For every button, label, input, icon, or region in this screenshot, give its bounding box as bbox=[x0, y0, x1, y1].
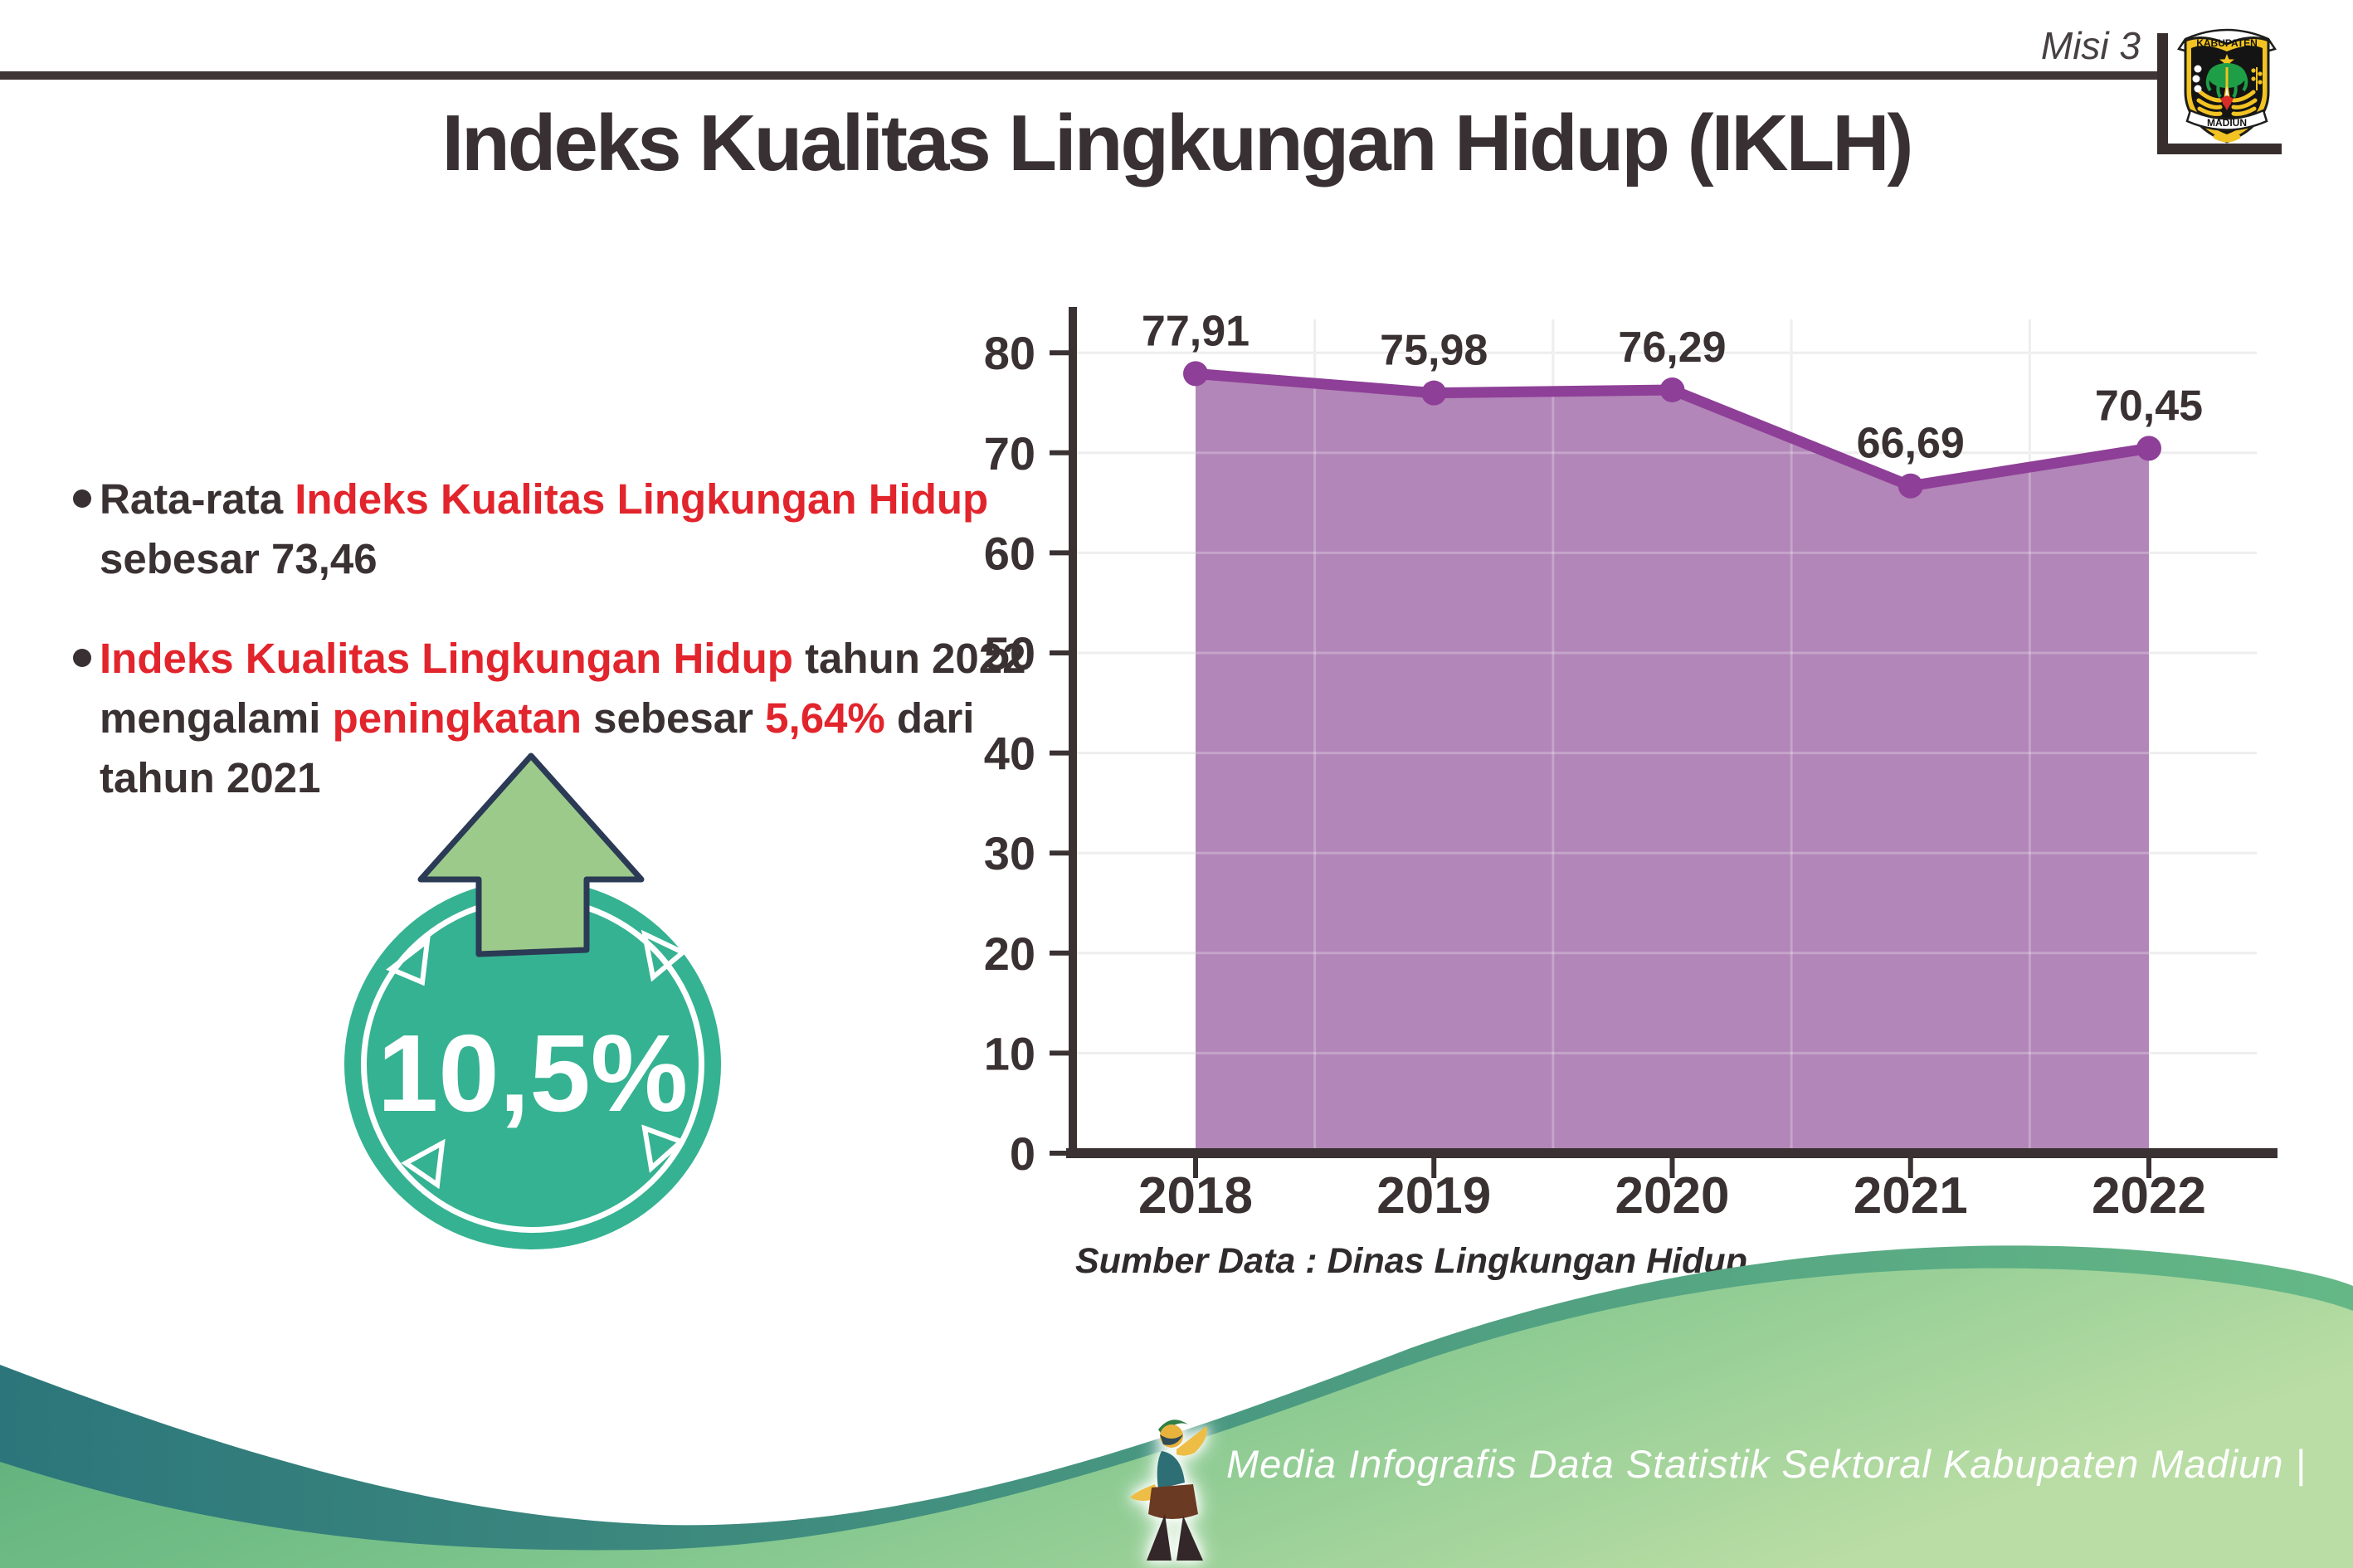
badge-sparkle-triangles bbox=[386, 929, 688, 1190]
data-point bbox=[2136, 436, 2161, 461]
text-segment: Indeks Kualitas Lingkungan Hidup bbox=[295, 475, 989, 523]
y-tick-label: 50 bbox=[984, 627, 1035, 679]
logo-bracket-horizontal bbox=[2157, 144, 2282, 154]
iklh-area-chart: 0 10 20 30 40 50 60 70 80 2018 77,91 2019 75,98 2020 7… bbox=[984, 307, 2277, 1225]
logo-cotton-1 bbox=[2194, 65, 2202, 73]
increase-badge: 10,5% bbox=[344, 879, 721, 1249]
x-tick-label: 2020 bbox=[1615, 1167, 1730, 1225]
bullet-line: Rata-rata Indeks Kualitas Lingkungan Hid… bbox=[100, 470, 988, 529]
misi-label: Misi 3 bbox=[2040, 24, 2141, 67]
logo-top-text: KABUPATEN bbox=[2196, 37, 2258, 49]
logo-wing-right bbox=[2231, 90, 2258, 116]
logo-banner-bottom bbox=[2185, 109, 2268, 131]
logo-bottom-text: MADIUN bbox=[2207, 117, 2247, 129]
text-segment: Rata-rata bbox=[100, 475, 295, 523]
chart-source-note: Sumber Data : Dinas Lingkungan Hidup bbox=[1075, 1241, 1747, 1281]
y-tick-label: 40 bbox=[984, 728, 1035, 780]
bullet-iklh-increase: Indeks Kualitas Lingkungan Hidup tahun 2… bbox=[73, 629, 1026, 808]
logo-star bbox=[2219, 54, 2234, 68]
logo-bracket-vertical bbox=[2157, 33, 2168, 154]
data-point bbox=[1421, 380, 1447, 406]
dancer-mascot-icon bbox=[1130, 1419, 1207, 1561]
text-segment: 5,64% bbox=[765, 694, 885, 742]
header-rule bbox=[0, 71, 2157, 80]
logo-base-wings bbox=[2213, 134, 2241, 143]
kabupaten-madiun-logo: KABUPATEN MADIUN bbox=[2177, 28, 2277, 144]
bullet-line: Indeks Kualitas Lingkungan Hidup tahun 2… bbox=[100, 629, 1026, 689]
bullet-dot bbox=[73, 649, 91, 667]
y-tick-label: 60 bbox=[984, 527, 1035, 579]
text-segment: dari bbox=[884, 694, 975, 742]
wave-background bbox=[0, 1245, 2353, 1568]
data-label: 66,69 bbox=[1857, 420, 1965, 468]
y-tick-label: 70 bbox=[984, 427, 1035, 480]
bullet-line: mengalami peningkatan sebesar 5,64% dari bbox=[100, 689, 1026, 748]
text-segment: tahun 2022 bbox=[792, 635, 1026, 682]
logo-wing-left bbox=[2196, 90, 2223, 116]
data-label: 70,45 bbox=[2095, 382, 2203, 430]
text-segment: mengalami bbox=[100, 694, 333, 742]
increase-percentage: 10,5% bbox=[377, 1012, 689, 1134]
x-tick-label: 2021 bbox=[1854, 1167, 1968, 1225]
page-title: Indeks Kualitas Lingkungan Hidup (IKLH) bbox=[441, 99, 1913, 187]
y-tick-label: 0 bbox=[1010, 1127, 1035, 1180]
data-point bbox=[1659, 377, 1685, 402]
up-arrow-icon bbox=[417, 752, 645, 957]
data-label: 76,29 bbox=[1618, 324, 1726, 372]
bullet-line: sebesar 73,46 bbox=[100, 529, 988, 589]
x-tick-label: 2018 bbox=[1138, 1167, 1253, 1225]
y-tick-label: 80 bbox=[984, 327, 1035, 379]
text-segment: tahun 2021 bbox=[100, 754, 321, 801]
data-label: 77,91 bbox=[1142, 307, 1250, 355]
logo-cotton-2 bbox=[2192, 75, 2200, 83]
logo-red-ribbon bbox=[2220, 95, 2234, 110]
bullet-dot bbox=[73, 489, 91, 508]
footer-credit: Media Infografis Data Statistik Sektoral… bbox=[1226, 1442, 2307, 1486]
data-point bbox=[1183, 361, 1208, 387]
logo-cotton-3 bbox=[2194, 85, 2202, 93]
y-tick-label: 30 bbox=[984, 827, 1035, 879]
y-tick-label: 20 bbox=[984, 928, 1035, 980]
area-fill bbox=[1196, 373, 2149, 1153]
wave-green bbox=[0, 1268, 2353, 1568]
logo-tree-fronds bbox=[2205, 73, 2248, 99]
text-segment: Indeks Kualitas Lingkungan Hidup bbox=[100, 635, 793, 682]
bullet-average-iklh: Rata-rata Indeks Kualitas Lingkungan Hid… bbox=[73, 470, 988, 589]
x-tick-label: 2022 bbox=[2092, 1167, 2206, 1225]
data-point bbox=[1898, 473, 1923, 499]
y-tick-label: 10 bbox=[984, 1027, 1035, 1079]
text-segment: sebesar 73,46 bbox=[100, 535, 378, 582]
text-segment: peningkatan bbox=[332, 694, 582, 742]
data-label: 75,98 bbox=[1380, 327, 1488, 375]
x-tick-label: 2019 bbox=[1376, 1167, 1491, 1225]
bullet-line: tahun 2021 bbox=[100, 748, 1026, 808]
text-segment: sebesar bbox=[581, 694, 766, 742]
